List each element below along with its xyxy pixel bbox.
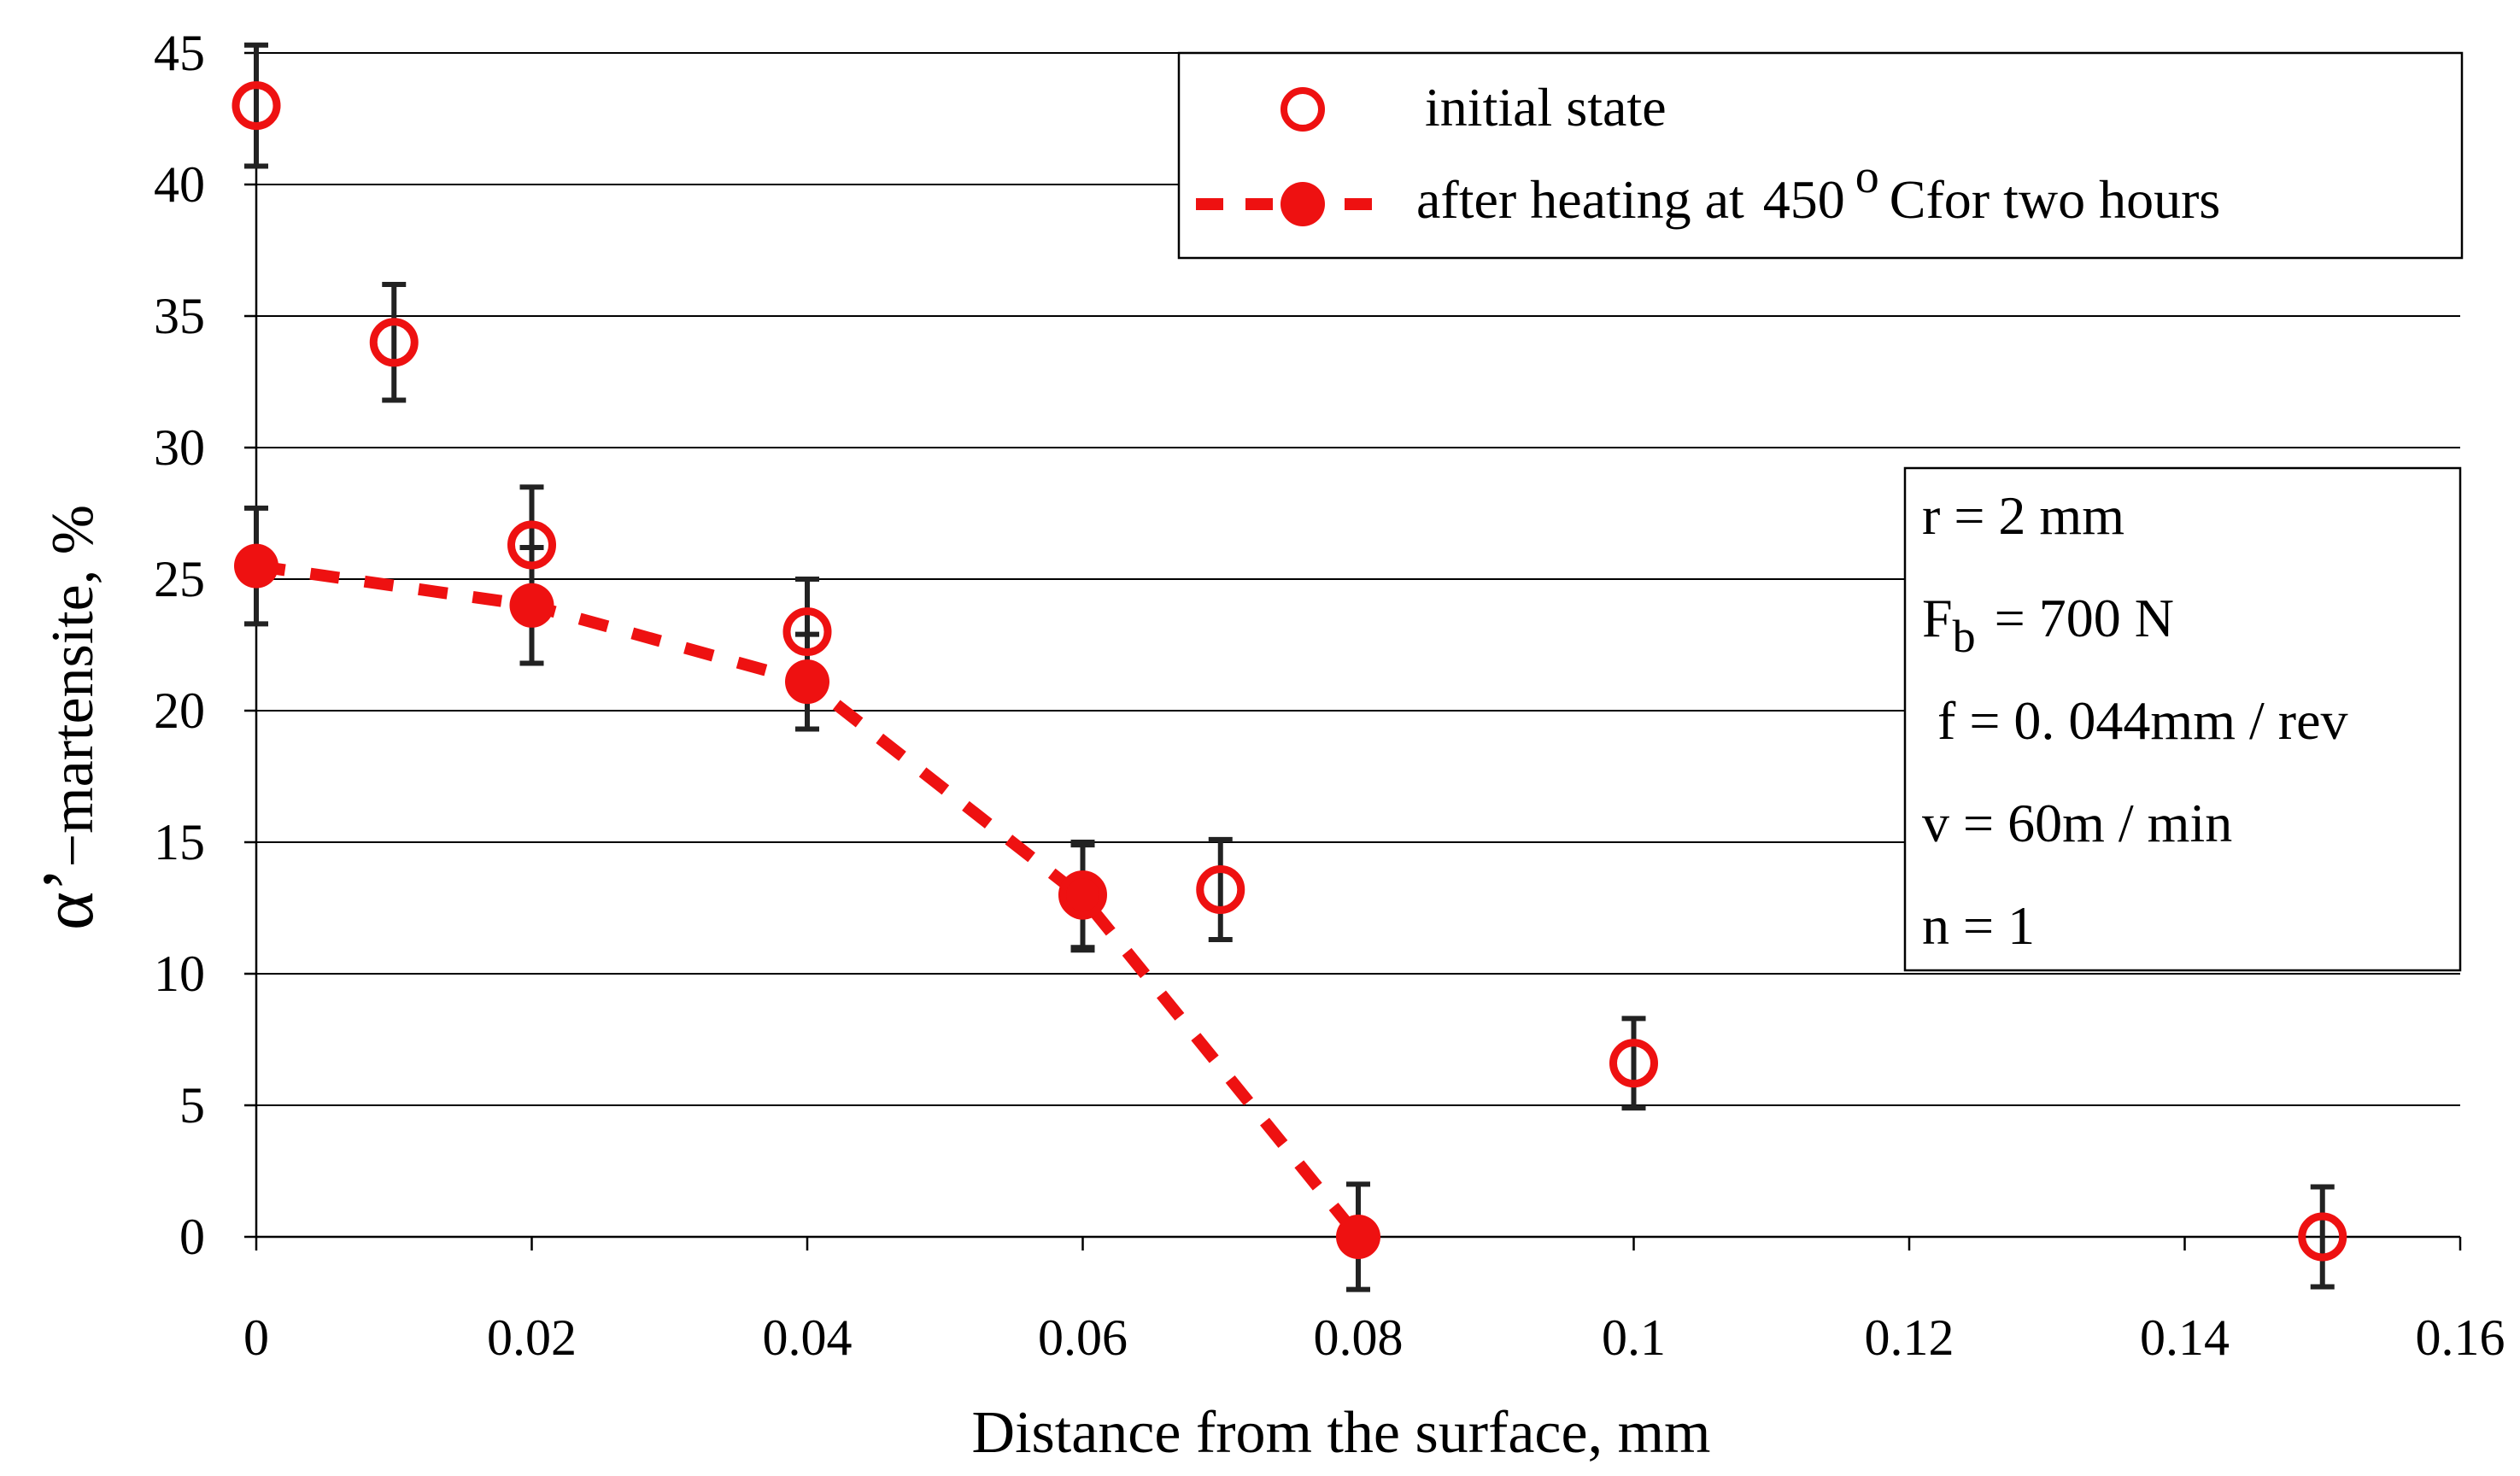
x-tick-label: 0.02 — [487, 1309, 577, 1366]
parameter-box: r = 2 mm Fb = 700 N f = 0. 044mm / rev v … — [1903, 466, 2462, 972]
x-axis-title: Distance from the surface, mm — [972, 1400, 1711, 1466]
x-tick-label: 0 — [243, 1309, 269, 1366]
initial-point — [1196, 864, 1245, 914]
y-tick-label: 25 — [154, 551, 205, 607]
y-tick-label: 45 — [154, 25, 205, 81]
param-v: v = 60m / min — [1922, 793, 2232, 853]
legend-heated-name: after heating at — [1416, 169, 1744, 230]
y-axis-text: −martensite, % — [40, 505, 106, 867]
initial-point — [1058, 870, 1107, 920]
initial-point — [231, 81, 281, 131]
y-axis-symbol: α’ — [26, 867, 108, 930]
x-tick-label: 0.1 — [1602, 1309, 1666, 1366]
x-tick-label: 0.04 — [763, 1309, 853, 1366]
heated-point — [785, 659, 829, 705]
x-tick-label: 0.06 — [1038, 1309, 1128, 1366]
legend-heated-suffix: Cfor two hours — [1890, 169, 2221, 230]
y-ticks: 0 5 10 15 20 25 30 35 40 45 — [154, 25, 256, 1265]
data-markers — [231, 81, 2347, 1262]
heated-point — [1336, 1215, 1380, 1259]
param-fb-main: F — [1922, 588, 1953, 648]
initial-point — [369, 318, 419, 367]
y-axis-title: α’−martensite, % — [26, 505, 108, 930]
x-tick-label: 0.12 — [1865, 1309, 1954, 1366]
legend-initial-marker — [1281, 87, 1325, 132]
x-tick-label: 0.08 — [1314, 1309, 1404, 1366]
param-n: n = 1 — [1922, 895, 2035, 956]
y-tick-label: 30 — [154, 419, 205, 476]
param-r: r = 2 mm — [1922, 485, 2124, 546]
y-tick-label: 40 — [154, 156, 205, 213]
y-tick-label: 35 — [154, 288, 205, 344]
initial-point — [507, 520, 556, 570]
legend: initial state after heating at 450 o Cfor t… — [1177, 51, 2464, 260]
legend-heated-label: after heating at 450 o Cfor two hours — [1416, 150, 2220, 230]
legend-heated-marker — [1281, 182, 1325, 226]
legend-heated-temp: 450 — [1763, 169, 1845, 230]
y-tick-label: 0 — [179, 1209, 205, 1265]
initial-point — [1609, 1039, 1658, 1088]
parameter-box-frame — [1903, 466, 2462, 972]
param-fb: Fb = 700 N — [1922, 588, 2174, 662]
y-tick-label: 5 — [179, 1077, 205, 1133]
legend-initial-label: initial state — [1425, 77, 1667, 138]
heated-point — [509, 583, 554, 628]
param-fb-value: = 700 N — [1995, 588, 2174, 648]
param-fb-sub: b — [1953, 611, 1976, 662]
y-tick-label: 20 — [154, 682, 205, 739]
x-tick-label: 0.16 — [2416, 1309, 2505, 1366]
x-tick-label: 0.14 — [2140, 1309, 2230, 1366]
legend-frame — [1177, 51, 2464, 260]
initial-point — [782, 607, 832, 657]
param-f: f = 0. 044mm / rev — [1937, 690, 2347, 751]
initial-point — [2298, 1212, 2347, 1262]
y-tick-label: 15 — [154, 814, 205, 870]
y-tick-label: 10 — [154, 946, 205, 1002]
x-ticks: 0 0.02 0.04 0.06 0.08 0.1 0.12 0.14 0.16 — [243, 1237, 2505, 1366]
legend-heated-degree: o — [1855, 150, 1879, 203]
heated-point — [234, 543, 278, 589]
